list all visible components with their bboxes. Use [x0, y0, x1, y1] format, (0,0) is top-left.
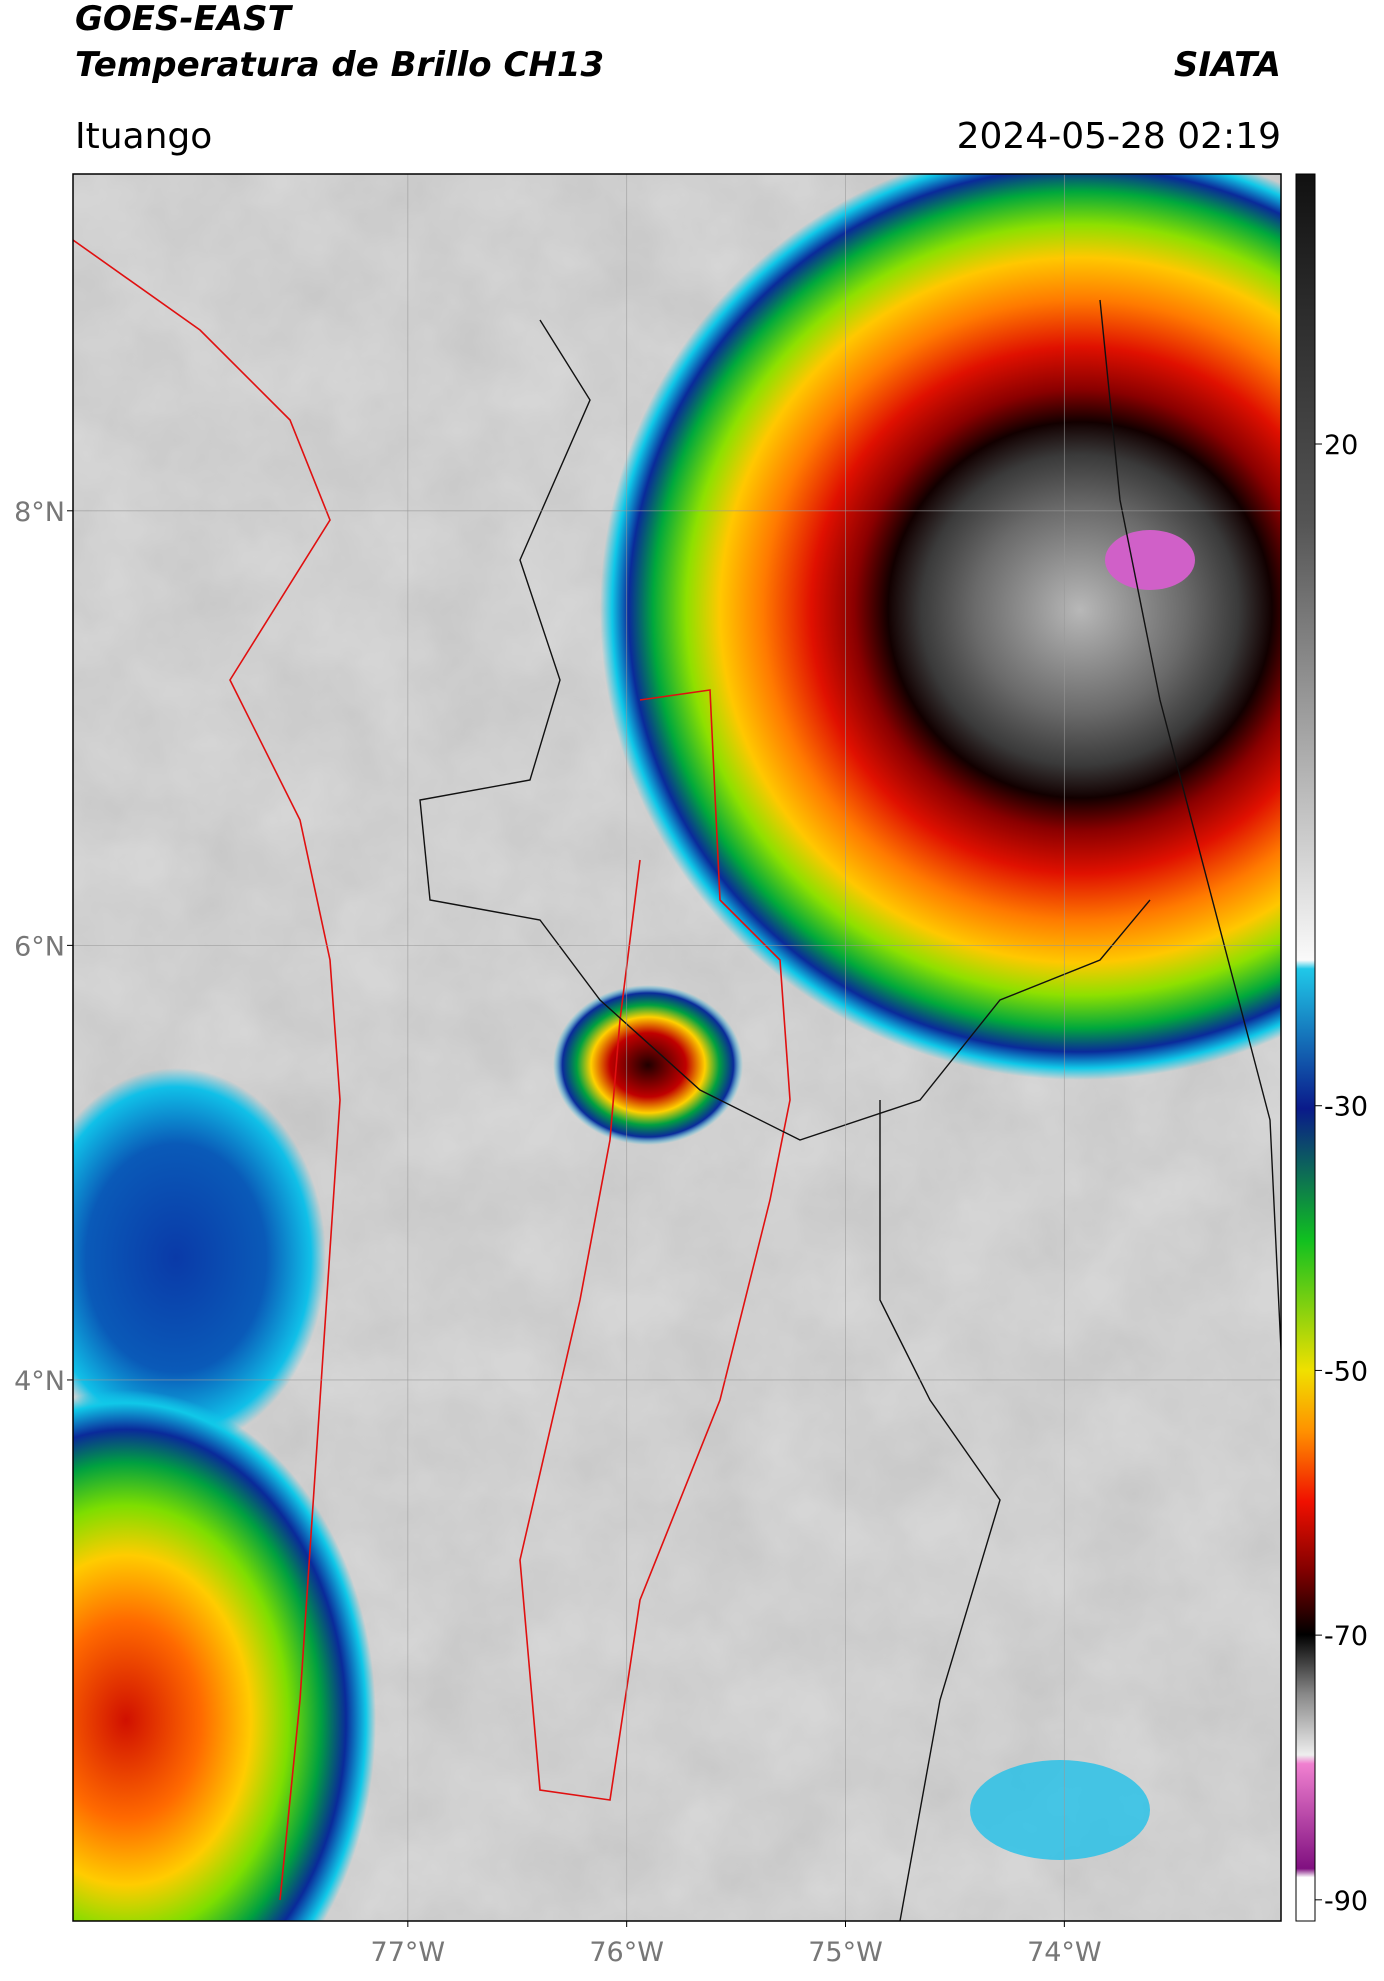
y-tick-label: 6°N	[14, 931, 65, 962]
map-frame	[72, 173, 1282, 1922]
x-tick-label: 77°W	[371, 1937, 446, 1968]
map-image	[73, 174, 1281, 1921]
colorbar-tick-label: -30	[1324, 1092, 1368, 1123]
colorbar	[1295, 173, 1316, 1922]
x-tick-label: 75°W	[808, 1937, 883, 1968]
colorbar-tick-label: -70	[1324, 1621, 1368, 1652]
y-tick-label: 8°N	[14, 497, 65, 528]
x-tick-label: 74°W	[1027, 1937, 1102, 1968]
subtitle: Temperatura de Brillo CH13	[75, 45, 604, 85]
x-tick-label: 76°W	[589, 1937, 664, 1968]
grid	[73, 174, 1281, 1921]
colorbar-tick-label: 20	[1324, 430, 1358, 461]
datetime: 2024-05-28 02:19	[957, 116, 1281, 157]
colorbar-tick-label: -90	[1324, 1886, 1368, 1917]
title: GOES-EAST	[75, 0, 294, 39]
y-tick-label: 4°N	[14, 1366, 65, 1397]
colorbar-tick-label: -50	[1324, 1356, 1368, 1387]
source: SIATA	[1174, 45, 1281, 85]
location: Ituango	[75, 116, 212, 157]
